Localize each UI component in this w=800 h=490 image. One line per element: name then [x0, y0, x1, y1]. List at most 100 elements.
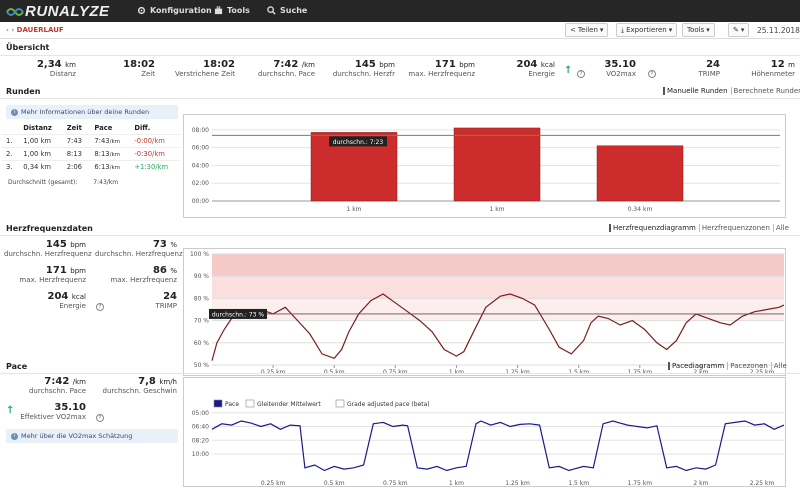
nav-label: Konfiguration [150, 6, 212, 15]
x-tick-label: 0.75 km [383, 480, 408, 487]
stat-unit: % [170, 267, 177, 275]
stat-value: 35.10 [54, 402, 86, 413]
col-diff: Diff. [134, 124, 151, 132]
lap-pace-unit: /km [109, 152, 121, 158]
laps-info-link[interactable]: i Mehr Informationen über deine Runden [6, 105, 178, 119]
share-label: Teilen [577, 26, 598, 34]
export-button[interactable]: ⤓ Exportieren ▾ [616, 23, 678, 37]
average-label-bg [329, 136, 387, 147]
laps-bar-chart: 00:00 02:00 04:00 06:00 08:00 1 km 1 km 0.34 km… [183, 114, 786, 218]
laps-average: Durchschnitt (gesamt): 7:43/km [8, 179, 118, 186]
stat-value: 7:42 [273, 59, 299, 70]
stat-unit: /km [72, 378, 86, 386]
lap-diff: -0:30/km [130, 147, 180, 161]
lap-bar [453, 127, 541, 202]
help-icon[interactable]: ? [96, 414, 104, 422]
tab-pace-zones[interactable]: Pacezonen [727, 362, 768, 370]
stat-label: Energie [528, 70, 555, 78]
nav-konfiguration[interactable]: Konfiguration [137, 6, 212, 15]
divider [0, 235, 800, 236]
help-icon[interactable]: ? [648, 70, 656, 78]
hr-stat-trimp: 24 TRIMP [95, 291, 177, 310]
stat-label: Effektiver VO2max [20, 413, 86, 421]
stat-label: max. Herzfrequenz [408, 70, 475, 78]
lap-distance: 1,00 km [19, 134, 63, 148]
pace-heading: Pace [6, 362, 28, 371]
y-tick-label: 02:00 [192, 180, 209, 187]
tab-computed-laps[interactable]: Berechnete Runden [730, 87, 800, 95]
stat-value: 7,8 [138, 376, 156, 387]
help-icon[interactable]: ? [96, 303, 104, 311]
lap-index: 1. [2, 134, 20, 148]
y-tick-label: 100 % [190, 251, 209, 258]
divider [0, 373, 800, 374]
pace-stat-avg: 7:42 /km durchschn. Pace [4, 376, 86, 395]
y-tick-label: 08:20 [192, 437, 209, 444]
average-label: durchschn.: 73 % [212, 311, 264, 318]
info-icon: i [11, 432, 18, 440]
lap-pace-value: 8:13 [94, 150, 110, 158]
hr-zone-band-high [212, 254, 784, 277]
tab-hr-zones[interactable]: Herzfrequenzzonen [698, 224, 770, 232]
pace-stat-vo2max: 35.10 Effektiver VO2max [4, 402, 86, 421]
x-tick-label: 0.75 km [383, 369, 408, 376]
activity-panel: ‹ › DAUERLAUF < Teilen ▾ ⤓ Exportieren ▾ Too… [0, 22, 800, 490]
caret-down-icon: ▾ [599, 26, 604, 34]
legend-swatch [213, 399, 223, 408]
lap-pace: 6:13/km [90, 160, 131, 173]
hr-stat-avg-pct: 73 % durchschn. Herzfrequenz [95, 239, 183, 258]
logo-icon [6, 7, 24, 16]
tab-hr-all[interactable]: Alle [772, 224, 789, 232]
tab-hr-diagram[interactable]: Herzfrequenzdiagramm [609, 224, 696, 232]
x-tick-label: 1 km [346, 206, 361, 213]
hr-tabs: Herzfrequenzdiagramm Herzfrequenzzonen A… [609, 224, 789, 232]
stat-avg-pace: 7:42 /km durchschn. Pace [245, 59, 315, 78]
wrench-button[interactable]: ✎ ▾ [728, 23, 750, 37]
share-button[interactable]: < Teilen ▾ [565, 23, 609, 37]
help-icon[interactable]: ? [577, 70, 585, 78]
legend-label: Grade adjusted pace (beta) [347, 401, 430, 408]
col-index [2, 122, 19, 135]
vo2max-info-link[interactable]: i Mehr über die VO2max Schätzung [6, 429, 178, 443]
lap-pace-value: 7:43 [94, 137, 110, 145]
stat-energy: 204 kcal Energie [495, 59, 556, 78]
stat-trimp: 24 TRIMP [660, 59, 720, 78]
y-tick-label: 70 % [194, 318, 210, 325]
nav-label: Tools [227, 6, 250, 15]
legend-label: Pace [225, 401, 239, 408]
stat-avg-hr: 145 bpm durchschn. Herzfr [325, 59, 395, 78]
nav-suche[interactable]: Suche [267, 6, 307, 15]
tab-manual-laps[interactable]: Manuelle Runden [663, 87, 728, 95]
x-tick-label: 1.75 km [627, 480, 652, 487]
next-arrow-icon[interactable]: › [11, 26, 15, 34]
stat-unit: /km [301, 61, 315, 69]
stat-value: 35.10 [604, 59, 636, 70]
lap-distance: 0,34 km [19, 160, 63, 173]
table-row[interactable]: 3. 0,34 km 2:06 6:13/km +1:30/km [2, 160, 180, 173]
lap-pace-unit: /km [109, 165, 121, 171]
stat-unit: km [65, 61, 76, 69]
stat-unit: km/h [159, 378, 177, 386]
stat-value: 24 [706, 59, 720, 70]
pace-tabs: Pacediagramm Pacezonen Alle [668, 362, 787, 370]
tools-button[interactable]: Tools ▾ [682, 23, 715, 37]
stat-value: 12 [770, 59, 785, 70]
overview-heading: Übersicht [6, 43, 50, 52]
table-row[interactable]: 1. 1,00 km 7:43 7:43/km -0:00/km [2, 134, 180, 148]
col-distance: Distanz [23, 124, 52, 132]
y-tick-label: 50 % [194, 362, 210, 369]
tab-pace-all[interactable]: Alle [770, 362, 787, 370]
caret-down-icon: ▾ [740, 26, 745, 34]
stat-label: durchschn. Pace [257, 70, 315, 78]
y-tick-label: 80 % [194, 295, 210, 302]
table-row[interactable]: 2. 1,00 km 8:13 8:13/km -0:30/km [2, 147, 180, 161]
y-tick-label: 00:00 [192, 198, 209, 205]
stat-elapsed-time: 18:02 Verstrichene Zeit [165, 59, 235, 78]
prev-arrow-icon[interactable]: ‹ [6, 26, 9, 34]
stat-label: Verstrichene Zeit [175, 70, 235, 78]
runalyze-logo[interactable]: RUNALYZE [6, 3, 110, 20]
x-tick-label: 1 km [449, 480, 464, 487]
tab-pace-diagram[interactable]: Pacediagramm [668, 362, 724, 370]
nav-tools[interactable]: Tools [214, 6, 250, 15]
vo2max-info-text: Mehr über die VO2max Schätzung [21, 432, 133, 440]
